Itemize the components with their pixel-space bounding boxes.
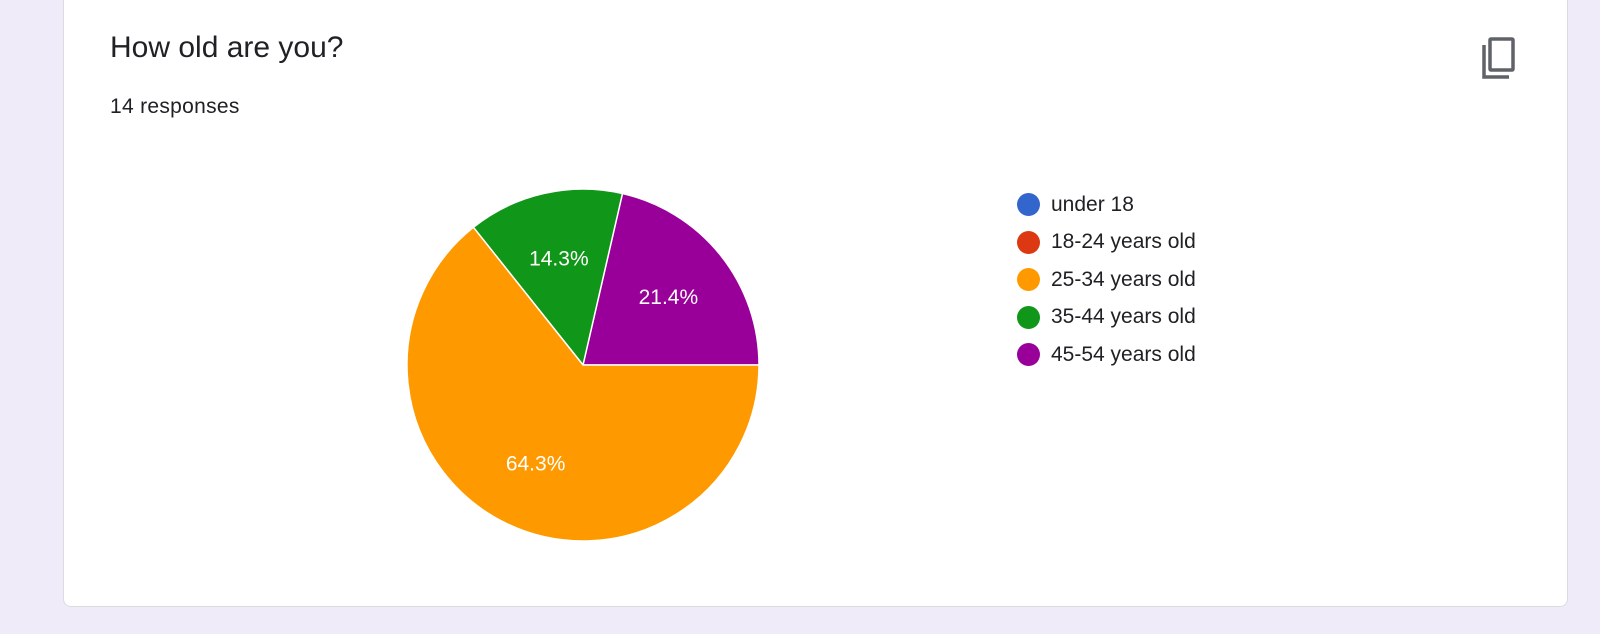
slice-value-label: 14.3% <box>529 248 589 271</box>
question-title: How old are you? <box>110 31 344 64</box>
legend-label: 25-34 years old <box>1051 267 1196 291</box>
pie-slice[interactable] <box>406 226 760 542</box>
chart-legend: under 18 18-24 years old 25-34 years old 35… <box>1017 186 1196 374</box>
legend-swatch <box>1017 305 1040 329</box>
legend-label: 45-54 years old <box>1051 342 1196 366</box>
slice-value-label: 21.4% <box>639 286 699 309</box>
slice-value-label: 64.3% <box>506 452 566 475</box>
legend-label: 18-24 years old <box>1051 230 1196 254</box>
question-card: How old are you? 14 responses 21.4% 14.3%… <box>63 0 1568 607</box>
legend-item[interactable]: 18-24 years old <box>1017 224 1196 262</box>
legend-label: 35-44 years old <box>1051 305 1196 329</box>
pie-slice[interactable] <box>472 188 624 367</box>
pie-chart: 21.4% 14.3% 64.3% <box>406 188 760 542</box>
copy-chart-button[interactable] <box>1472 35 1520 83</box>
legend-swatch <box>1017 230 1040 254</box>
response-count: 14 responses <box>110 95 240 118</box>
legend-item[interactable]: 45-54 years old <box>1017 336 1196 374</box>
legend-label: under 18 <box>1051 192 1134 216</box>
copy-icon <box>1482 37 1515 79</box>
legend-item[interactable]: 35-44 years old <box>1017 299 1196 337</box>
legend-swatch <box>1017 268 1040 292</box>
legend-swatch <box>1017 343 1040 367</box>
legend-item[interactable]: 25-34 years old <box>1017 261 1196 299</box>
legend-item[interactable]: under 18 <box>1017 186 1196 224</box>
pie-slice[interactable] <box>582 192 760 366</box>
legend-swatch <box>1017 193 1040 217</box>
